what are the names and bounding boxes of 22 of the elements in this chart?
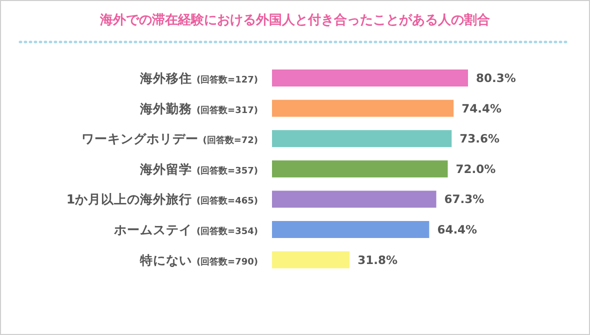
bar [272, 251, 350, 268]
bar [272, 190, 436, 208]
y-tick-label: 1か月以上の海外旅行 (回答数=465) [66, 192, 258, 207]
data-label: 80.3% [476, 71, 516, 85]
chart-title: 海外での滞在経験における外国人と付き合ったことがある人の割合 [99, 12, 490, 28]
data-label: 67.3% [444, 192, 485, 206]
y-tick-label: 海外留学 (回答数=357) [139, 161, 258, 176]
bar [272, 221, 430, 238]
data-label: 64.4% [437, 222, 478, 236]
data-label: 72.0% [456, 162, 496, 176]
data-label: 73.6% [460, 132, 500, 146]
bar [272, 130, 452, 148]
y-tick-label: ホームステイ (回答数=354) [113, 222, 258, 237]
bar [272, 70, 468, 86]
data-label: 31.8% [358, 252, 398, 267]
bar [272, 100, 454, 117]
y-tick-label: 海外勤務 (回答数=317) [139, 100, 258, 116]
y-tick-label: ワーキングホリデー (回答数=72) [81, 131, 258, 146]
bar [272, 160, 448, 178]
data-label: 74.4% [462, 101, 502, 116]
y-tick-label: 特にない (回答数=790) [139, 252, 258, 268]
y-tick-label: 海外移住 (回答数=127) [139, 70, 258, 86]
